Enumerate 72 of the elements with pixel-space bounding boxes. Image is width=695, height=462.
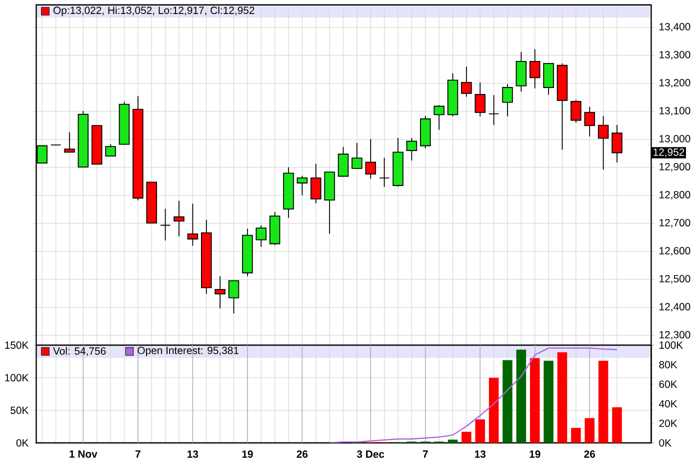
bar (448, 440, 458, 443)
bar (516, 350, 526, 443)
x-tick-label: 7 (422, 450, 428, 458)
candlestick (502, 84, 513, 117)
x-tick-label: 26 (296, 450, 308, 458)
candlestick (160, 208, 171, 241)
candlestick (228, 280, 240, 314)
candlestick (488, 94, 500, 126)
y-tick-label: 13,400 (660, 22, 690, 32)
y-tick-label: 100K (5, 374, 29, 382)
x-tick-label: 26 (584, 450, 596, 458)
candlestick (584, 106, 596, 137)
y-tick-label: 12,600 (660, 246, 690, 256)
candlestick (461, 66, 472, 98)
candlestick (352, 142, 362, 169)
y-tick-label: 13,000 (660, 134, 690, 144)
bar (557, 352, 568, 443)
x-tick-label: 7 (135, 450, 140, 458)
y-tick-label: 13,300 (660, 50, 690, 60)
candlestick (598, 116, 609, 170)
x-tick-label: 19 (530, 450, 540, 458)
y-tick-label: 12,400 (660, 302, 690, 312)
bar (544, 360, 554, 443)
legend-label: Open Interest: 95,381 (138, 346, 239, 356)
y2-tick-label: 80K (659, 360, 678, 368)
bar (462, 432, 472, 443)
candlestick (365, 138, 376, 180)
bar (598, 360, 608, 443)
y-tick-label: 0K (16, 439, 29, 447)
candlestick (406, 137, 418, 161)
bar (488, 378, 499, 443)
legend-label: Op:13,022, Hi:13,052, Lo:12,917, Cl:12,952 (53, 6, 254, 16)
bar (502, 360, 512, 443)
y-tick-label: 12,900 (660, 162, 690, 172)
bar (475, 419, 486, 443)
x-tick-label: 3 Dec (356, 450, 384, 458)
candlestick (570, 99, 582, 124)
text: 12,952 (654, 148, 684, 157)
candlestick (474, 82, 486, 117)
candlestick (187, 203, 198, 246)
bar (571, 428, 581, 443)
y-tick-label: 12,300 (660, 330, 690, 340)
candlestick (310, 163, 322, 204)
y-tick-label: 12,700 (660, 218, 690, 228)
y-tick-label: 150K (5, 341, 29, 349)
bar (612, 407, 622, 443)
y-tick-label: 13,200 (660, 78, 690, 88)
y2-tick-label: 20K (659, 420, 678, 427)
candlestick (296, 175, 308, 196)
bar (530, 358, 540, 443)
bar (584, 418, 595, 443)
y-tick-label: 12,500 (660, 274, 690, 284)
legend-label: Vol: 54,756 (53, 346, 106, 356)
x-tick-label: 1 Nov (70, 450, 98, 458)
y-tick-label: 12,800 (660, 190, 690, 200)
candlestick (174, 200, 184, 237)
candlestick (529, 48, 540, 89)
candlestick (256, 224, 267, 248)
candlestick (214, 276, 226, 309)
y2-tick-label: 60K (659, 380, 678, 388)
candlestick (434, 104, 444, 130)
candlestick (338, 146, 349, 177)
candlestick (105, 144, 116, 156)
candlestick (64, 132, 75, 153)
x-tick-label: 13 (474, 450, 486, 458)
candlestick (378, 157, 390, 188)
x-tick-label: 13 (188, 450, 198, 458)
y2-tick-label: 40K (659, 400, 678, 408)
y-tick-label: 50K (10, 406, 29, 414)
candlestick (612, 124, 622, 163)
y-tick-label: 13,100 (660, 106, 690, 116)
x-tick-label: 19 (242, 450, 253, 458)
